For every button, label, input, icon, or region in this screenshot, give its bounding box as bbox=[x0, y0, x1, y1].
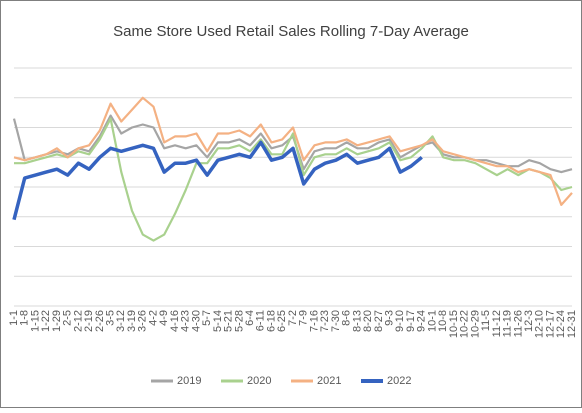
x-tick-label: 9-3 bbox=[383, 310, 395, 326]
x-tick-label: 8-6 bbox=[341, 310, 353, 326]
x-tick-label: 10-8 bbox=[437, 310, 449, 332]
x-tick-label: 12-10 bbox=[534, 310, 546, 338]
x-tick-label: 8-13 bbox=[351, 310, 363, 332]
x-tick-label: 8-27 bbox=[373, 310, 385, 332]
x-tick-label: 1-1 bbox=[8, 310, 20, 326]
x-tick-label: 4-23 bbox=[180, 310, 192, 332]
x-tick-label: 7-23 bbox=[319, 310, 331, 332]
x-tick-label: 5-14 bbox=[212, 310, 224, 332]
x-tick-label: 7-9 bbox=[298, 310, 310, 326]
x-tick-label: 2-19 bbox=[83, 310, 95, 332]
series-line bbox=[12, 140, 423, 221]
x-tick-label: 9-17 bbox=[405, 310, 417, 332]
x-tick-label: 10-15 bbox=[448, 310, 460, 338]
x-tick-label: 10-29 bbox=[469, 310, 481, 338]
x-tick-label: 11-19 bbox=[502, 310, 514, 337]
legend-label: 2019 bbox=[177, 375, 201, 387]
x-tick-label: 12-24 bbox=[555, 310, 567, 338]
x-tick-label: 3-12 bbox=[115, 310, 127, 332]
x-tick-label: 1-8 bbox=[19, 310, 31, 326]
x-tick-label: 5-7 bbox=[201, 310, 213, 326]
x-tick-label: 11-26 bbox=[512, 310, 524, 337]
x-tick-label: 4-9 bbox=[158, 310, 170, 326]
x-tick-label: 4-16 bbox=[169, 310, 181, 332]
x-tick-label: 12-3 bbox=[523, 310, 535, 332]
series-line bbox=[14, 117, 573, 242]
x-tick-label: 2-12 bbox=[72, 310, 84, 332]
x-tick-label: 8-20 bbox=[362, 310, 374, 332]
x-tick-label: 11-12 bbox=[491, 310, 503, 337]
chart-title: Same Store Used Retail Sales Rolling 7-D… bbox=[113, 23, 469, 40]
x-tick-label: 4-30 bbox=[190, 310, 202, 332]
x-tick-label: 1-29 bbox=[51, 310, 63, 332]
x-tick-label: 10-1 bbox=[426, 310, 438, 332]
legend-label: 2020 bbox=[247, 375, 271, 387]
x-tick-label: 11-5 bbox=[480, 310, 492, 331]
x-tick-label: 7-2 bbox=[287, 310, 299, 326]
x-tick-label: 4-2 bbox=[147, 310, 159, 326]
legend-label: 2022 bbox=[387, 375, 411, 387]
x-tick-label: 12-31 bbox=[566, 310, 578, 338]
x-tick-label: 2-5 bbox=[62, 310, 74, 326]
x-tick-label: 7-16 bbox=[308, 310, 320, 332]
series-line bbox=[13, 96, 573, 206]
x-tick-label: 2-26 bbox=[94, 310, 106, 332]
x-tick-label: 6-4 bbox=[244, 310, 256, 326]
x-tick-label: 3-19 bbox=[126, 310, 138, 332]
x-tick-label: 9-10 bbox=[394, 310, 406, 332]
x-tick-label: 5-21 bbox=[223, 310, 235, 332]
x-tick-label: 1-22 bbox=[40, 310, 52, 332]
x-tick-label: 6-11 bbox=[255, 310, 267, 331]
x-tick-label: 6-18 bbox=[265, 310, 277, 332]
x-tick-label: 3-5 bbox=[104, 310, 116, 326]
x-tick-label: 6-25 bbox=[276, 310, 288, 332]
x-tick-label: 5-28 bbox=[233, 310, 245, 332]
x-tick-label: 7-30 bbox=[330, 310, 342, 332]
x-tick-label: 12-17 bbox=[544, 310, 556, 338]
x-tick-label: 9-24 bbox=[416, 310, 428, 332]
x-tick-label: 3-26 bbox=[137, 310, 149, 332]
x-tick-label: 1-15 bbox=[29, 310, 41, 332]
x-tick-label: 10-22 bbox=[459, 310, 471, 338]
legend-label: 2021 bbox=[317, 375, 341, 387]
